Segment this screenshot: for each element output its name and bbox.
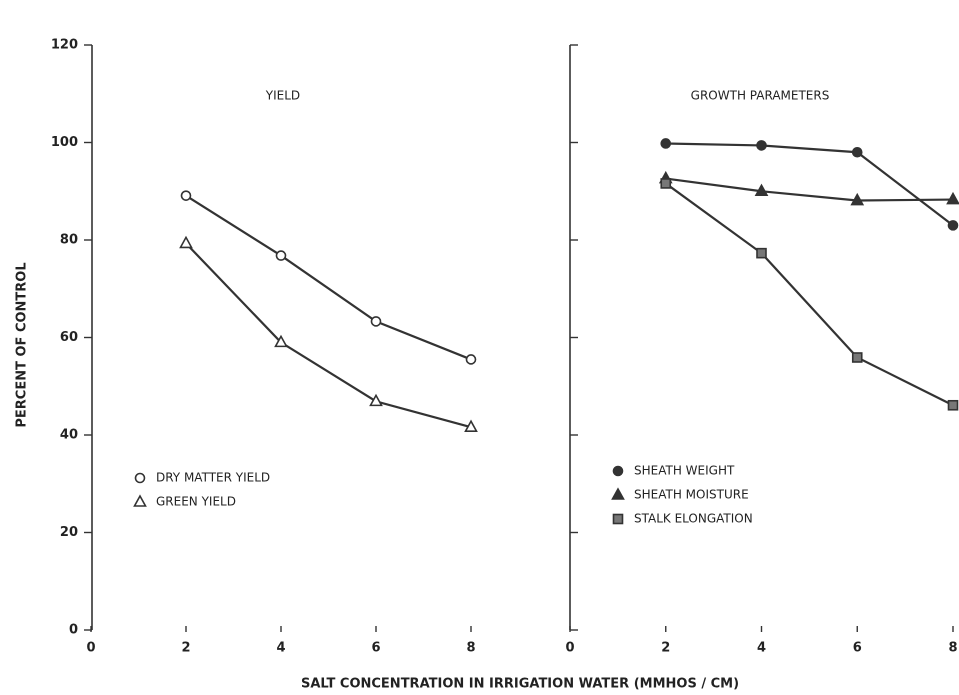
data-point	[369, 393, 383, 407]
series-line	[665, 182, 954, 407]
legend-marker	[133, 494, 147, 507]
data-point	[851, 146, 863, 158]
x-tick-label: 4	[757, 641, 766, 656]
data-point	[274, 334, 288, 348]
x-tick-label: 4	[276, 641, 285, 656]
y-tick-label: 100	[51, 135, 78, 150]
data-point	[464, 419, 478, 433]
x-tick-label: 8	[948, 641, 957, 656]
legend-label: SHEATH WEIGHT	[634, 464, 735, 478]
x-tick-label: 0	[565, 641, 574, 656]
data-point	[946, 191, 959, 205]
x-tick-label: 2	[181, 641, 190, 656]
data-point	[660, 138, 672, 149]
data-point	[756, 140, 767, 151]
data-point	[660, 178, 672, 189]
y-tick-label: 120	[51, 38, 78, 53]
legend-label: SHEATH MOISTURE	[634, 488, 749, 502]
legend-label: GREEN YIELD	[156, 495, 236, 509]
x-tick-label: 2	[661, 641, 670, 656]
data-point	[851, 352, 863, 363]
legend-marker	[612, 513, 624, 525]
data-point	[947, 399, 959, 411]
data-point	[756, 247, 767, 259]
data-point	[850, 192, 865, 206]
y-tick-label: 0	[69, 623, 78, 638]
y-tick-label: 20	[60, 525, 78, 540]
x-tick-label: 0	[86, 641, 95, 656]
y-axis-label: PERCENT OF CONTROL	[15, 262, 30, 427]
legend-label: STALK ELONGATION	[634, 512, 753, 526]
legend-marker	[134, 472, 146, 484]
x-tick-label: 6	[853, 641, 862, 656]
legend-marker	[612, 465, 624, 477]
series-line	[665, 142, 954, 227]
panel-title: YIELD	[265, 89, 300, 103]
x-axis-label: SALT CONCENTRATION IN IRRIGATION WATER (…	[301, 677, 739, 692]
data-point	[180, 190, 192, 201]
data-point	[947, 220, 959, 231]
series-line	[185, 194, 472, 361]
series-line	[665, 177, 954, 202]
y-tick-label: 40	[60, 428, 78, 443]
y-tick-label: 80	[60, 233, 78, 248]
panel-title: GROWTH PARAMETERS	[691, 89, 830, 103]
series-line	[185, 242, 472, 429]
data-point	[465, 354, 477, 365]
data-point	[370, 316, 382, 327]
y-tick-label: 60	[60, 330, 78, 345]
x-tick-label: 8	[466, 641, 475, 656]
data-point	[754, 183, 769, 197]
data-point	[275, 250, 287, 261]
legend-marker	[611, 487, 625, 500]
data-point	[179, 235, 193, 249]
x-tick-label: 6	[371, 641, 380, 656]
legend-label: DRY MATTER YIELD	[156, 471, 270, 485]
